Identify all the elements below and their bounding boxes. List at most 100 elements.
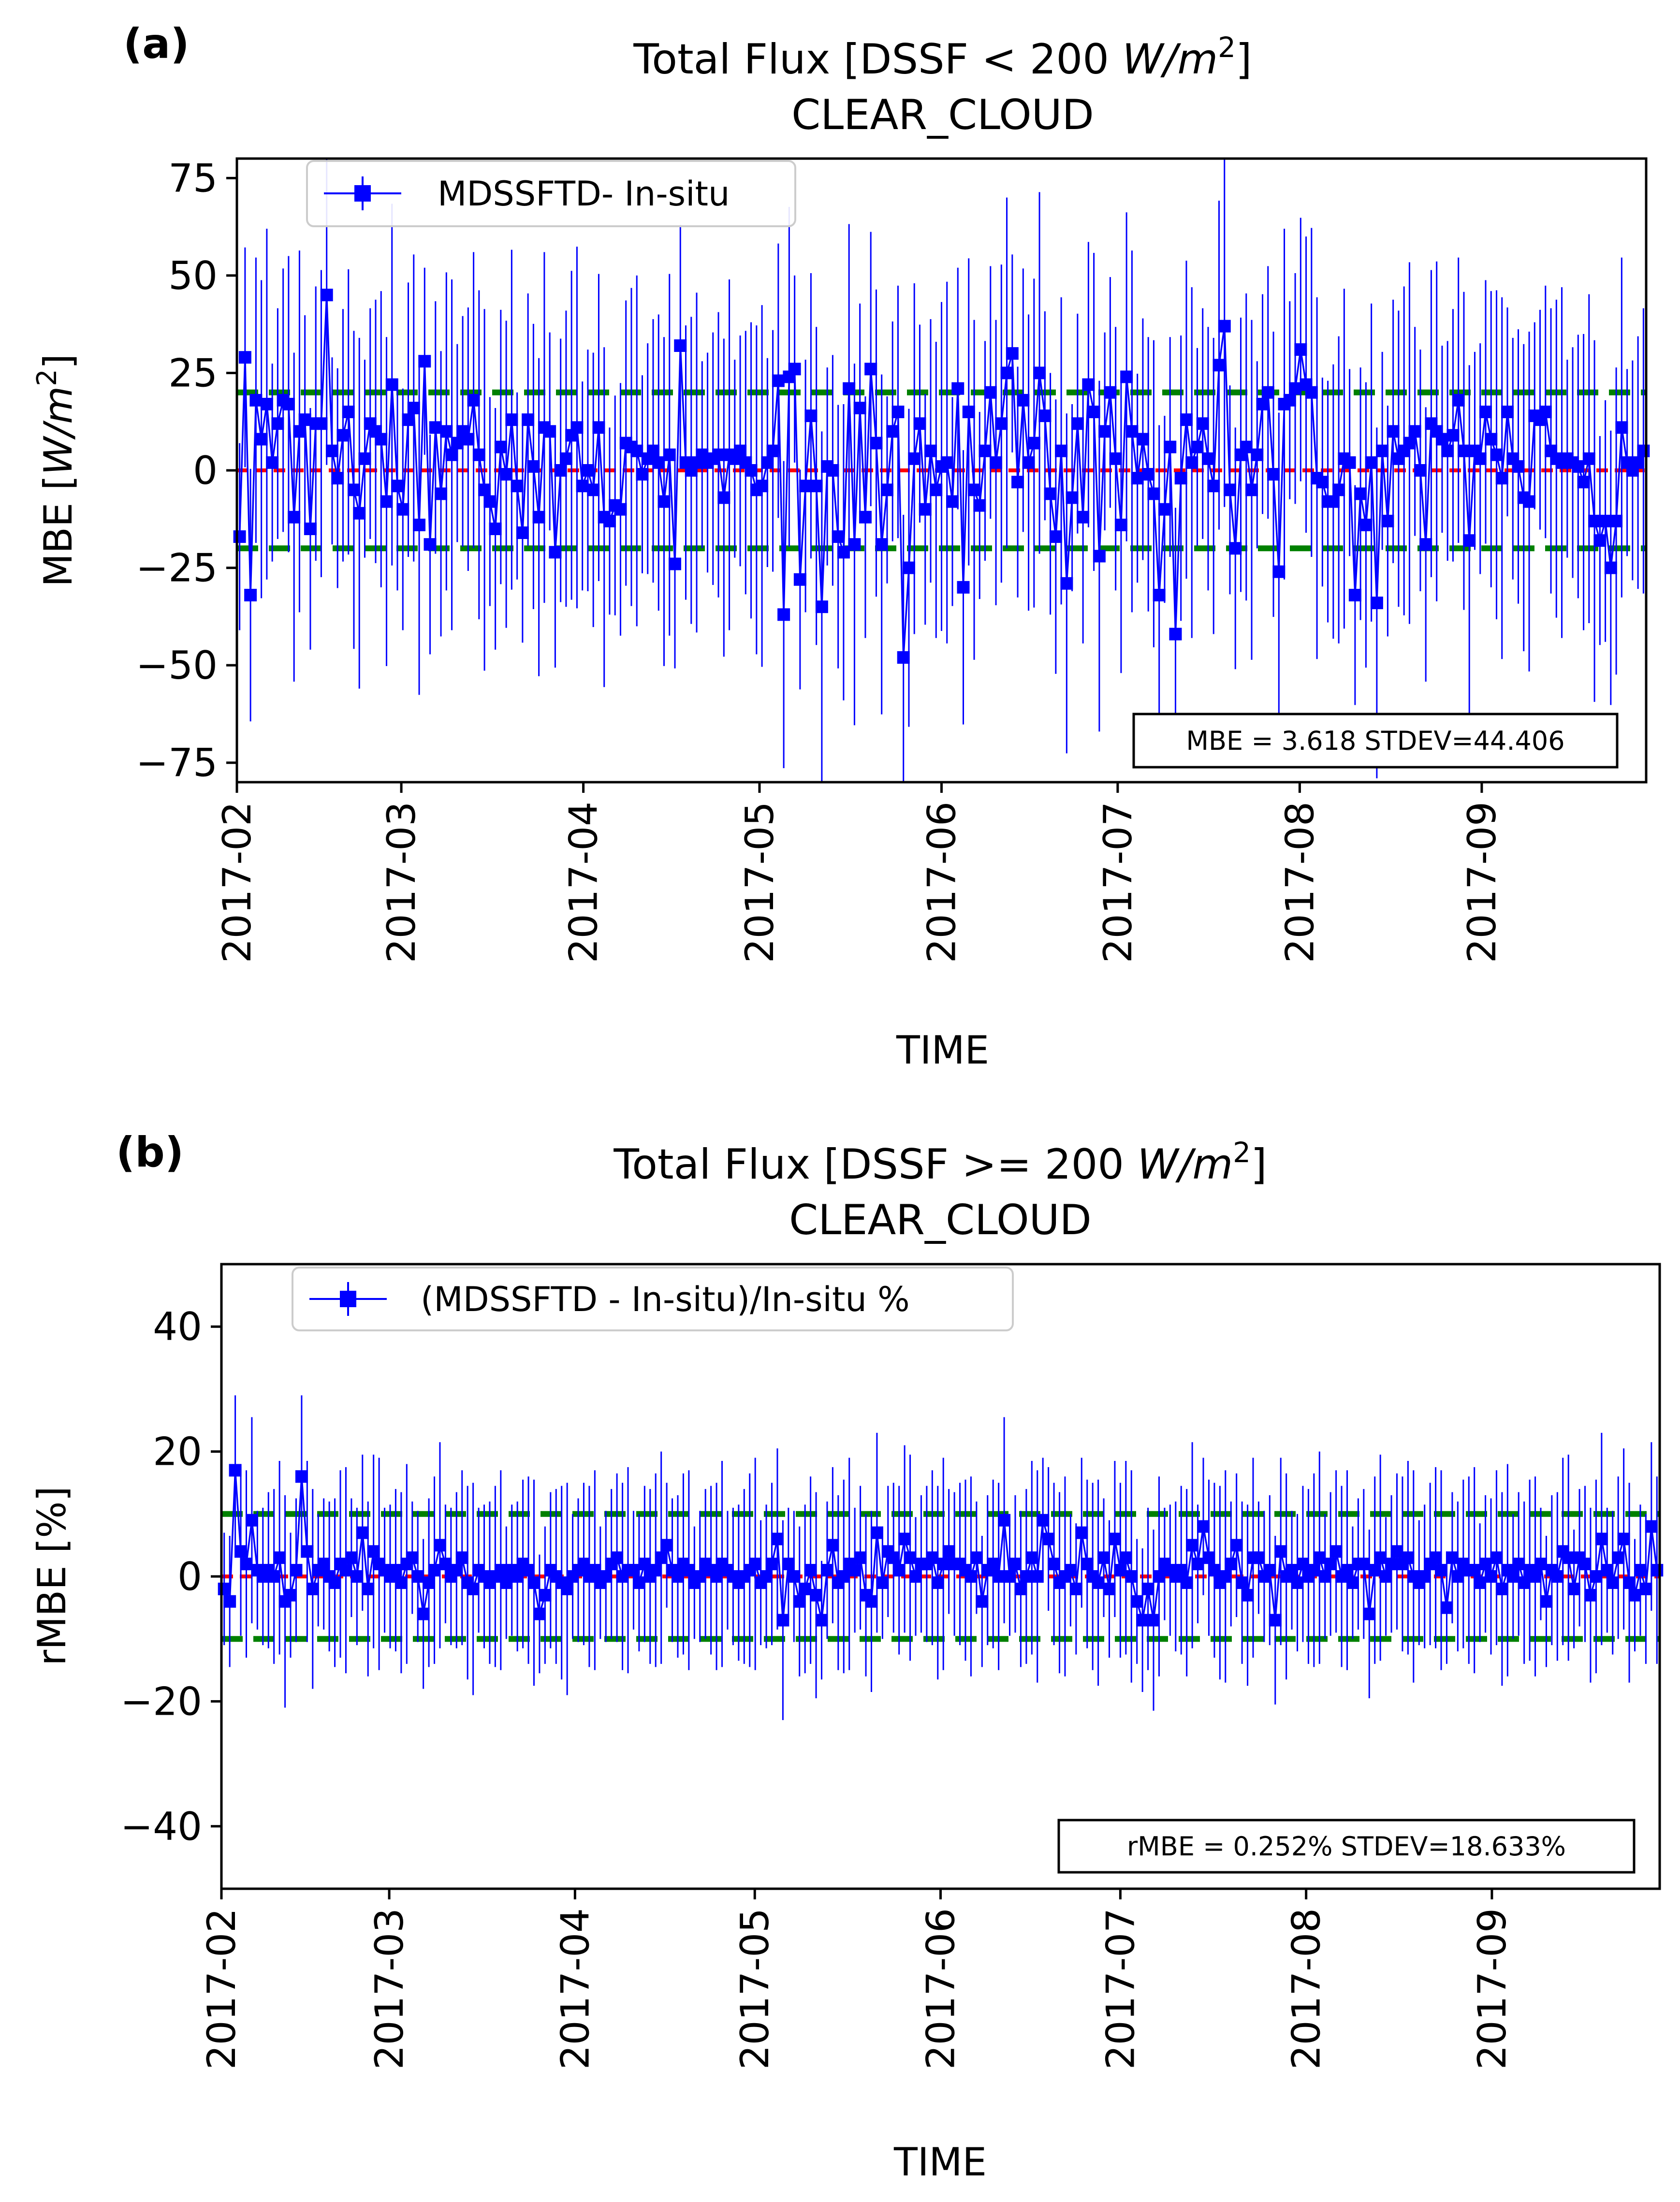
data-point bbox=[1376, 444, 1389, 457]
markers bbox=[218, 1464, 1664, 1627]
data-point bbox=[793, 1595, 806, 1608]
data-point bbox=[1191, 440, 1204, 453]
data-point bbox=[1147, 1614, 1160, 1627]
data-point bbox=[1048, 1558, 1061, 1571]
data-point bbox=[1446, 1551, 1459, 1564]
stats-text-b: rMBE = 0.252% STDEV=18.633% bbox=[1127, 1831, 1566, 1862]
data-point bbox=[1617, 1532, 1630, 1546]
data-point bbox=[1174, 472, 1187, 485]
data-point bbox=[417, 1607, 430, 1620]
data-point bbox=[1131, 472, 1144, 485]
data-point bbox=[1119, 1551, 1132, 1564]
plot-frame-b bbox=[220, 1263, 1661, 1890]
data-point bbox=[1069, 1582, 1082, 1595]
data-point bbox=[587, 483, 600, 496]
plot-frame-a bbox=[235, 157, 1648, 784]
data-point bbox=[288, 510, 301, 524]
data-point bbox=[315, 417, 328, 430]
data-point bbox=[1539, 406, 1552, 419]
data-point bbox=[411, 1570, 424, 1583]
data-point bbox=[282, 397, 295, 410]
data-point bbox=[1251, 448, 1264, 461]
data-point bbox=[1006, 347, 1019, 360]
data-point bbox=[1185, 456, 1198, 469]
data-point bbox=[891, 406, 905, 419]
data-point bbox=[467, 394, 480, 407]
data-point bbox=[1064, 1564, 1077, 1577]
data-point bbox=[472, 448, 485, 461]
data-point bbox=[761, 456, 774, 469]
y-tick-label: 50 bbox=[168, 253, 218, 298]
data-point bbox=[1027, 437, 1040, 450]
data-point bbox=[793, 573, 806, 586]
data-point bbox=[772, 374, 785, 387]
data-point bbox=[909, 1570, 922, 1583]
data-point bbox=[1327, 495, 1340, 508]
data-point bbox=[407, 402, 420, 414]
data-point bbox=[451, 437, 464, 450]
data-point bbox=[998, 1514, 1011, 1527]
data-point bbox=[1269, 1614, 1282, 1627]
data-point bbox=[837, 546, 850, 559]
data-point bbox=[1191, 1558, 1204, 1571]
data-point bbox=[1324, 1558, 1337, 1571]
data-point bbox=[1567, 1582, 1580, 1595]
data-point bbox=[984, 386, 997, 399]
data-point bbox=[1368, 1564, 1381, 1577]
data-point bbox=[865, 1595, 878, 1608]
y-tick-label: 75 bbox=[168, 156, 218, 201]
data-point bbox=[946, 495, 959, 508]
data-point bbox=[245, 1514, 258, 1527]
chart-title-b: Total Flux [DSSF >= 200 W/m2] bbox=[613, 1136, 1267, 1189]
data-point bbox=[271, 417, 284, 430]
data-point bbox=[389, 1564, 402, 1577]
data-point bbox=[1158, 503, 1171, 516]
data-point bbox=[1109, 452, 1122, 465]
data-point bbox=[902, 561, 915, 574]
data-point bbox=[342, 406, 355, 419]
data-point bbox=[1403, 437, 1416, 450]
data-point bbox=[962, 406, 975, 419]
data-point bbox=[854, 1551, 867, 1564]
chart-title-a: Total Flux [DSSF < 200 W/m2] bbox=[633, 31, 1252, 84]
data-point bbox=[1610, 514, 1623, 527]
data-point bbox=[1495, 1582, 1508, 1595]
data-point bbox=[325, 444, 338, 457]
data-point bbox=[345, 1551, 358, 1564]
y-axis-label-b: rMBE [%] bbox=[29, 1486, 74, 1665]
plot-area-a: 75 50 25 0 −25 −50 −75 2017-02 2017-03 2017-04 20… bbox=[136, 156, 1650, 963]
data-point bbox=[1357, 1558, 1370, 1571]
y-tick-label: 40 bbox=[153, 1304, 202, 1349]
x-tick-label: 2017-06 bbox=[919, 1908, 964, 2070]
data-point bbox=[1485, 433, 1498, 446]
y-axis-label-a: MBE [W/m2] bbox=[31, 354, 81, 587]
data-point bbox=[887, 1551, 900, 1564]
data-point bbox=[1081, 1558, 1094, 1571]
data-point bbox=[788, 1570, 801, 1583]
data-point bbox=[576, 480, 589, 493]
data-point bbox=[1385, 1558, 1398, 1571]
x-tick-label: 2017-02 bbox=[215, 802, 260, 963]
data-point bbox=[1374, 1551, 1387, 1564]
data-point bbox=[1093, 550, 1106, 563]
data-point bbox=[815, 600, 828, 613]
data-point bbox=[1329, 1545, 1343, 1558]
data-point bbox=[1044, 487, 1057, 500]
data-point bbox=[1042, 1532, 1055, 1546]
data-point bbox=[765, 1558, 778, 1571]
data-point bbox=[336, 429, 350, 442]
data-point bbox=[804, 409, 818, 423]
data-point bbox=[1125, 425, 1139, 438]
data-point bbox=[293, 425, 306, 438]
data-point bbox=[663, 448, 676, 461]
data-point bbox=[1645, 1520, 1658, 1533]
data-point bbox=[328, 1576, 341, 1589]
data-point bbox=[1595, 1532, 1608, 1546]
data-point bbox=[1599, 514, 1612, 527]
data-point bbox=[533, 1607, 546, 1620]
data-point bbox=[1390, 1545, 1403, 1558]
data-point bbox=[1441, 444, 1454, 457]
data-point bbox=[1245, 483, 1258, 496]
data-point bbox=[1263, 1564, 1276, 1577]
data-point bbox=[581, 464, 594, 477]
